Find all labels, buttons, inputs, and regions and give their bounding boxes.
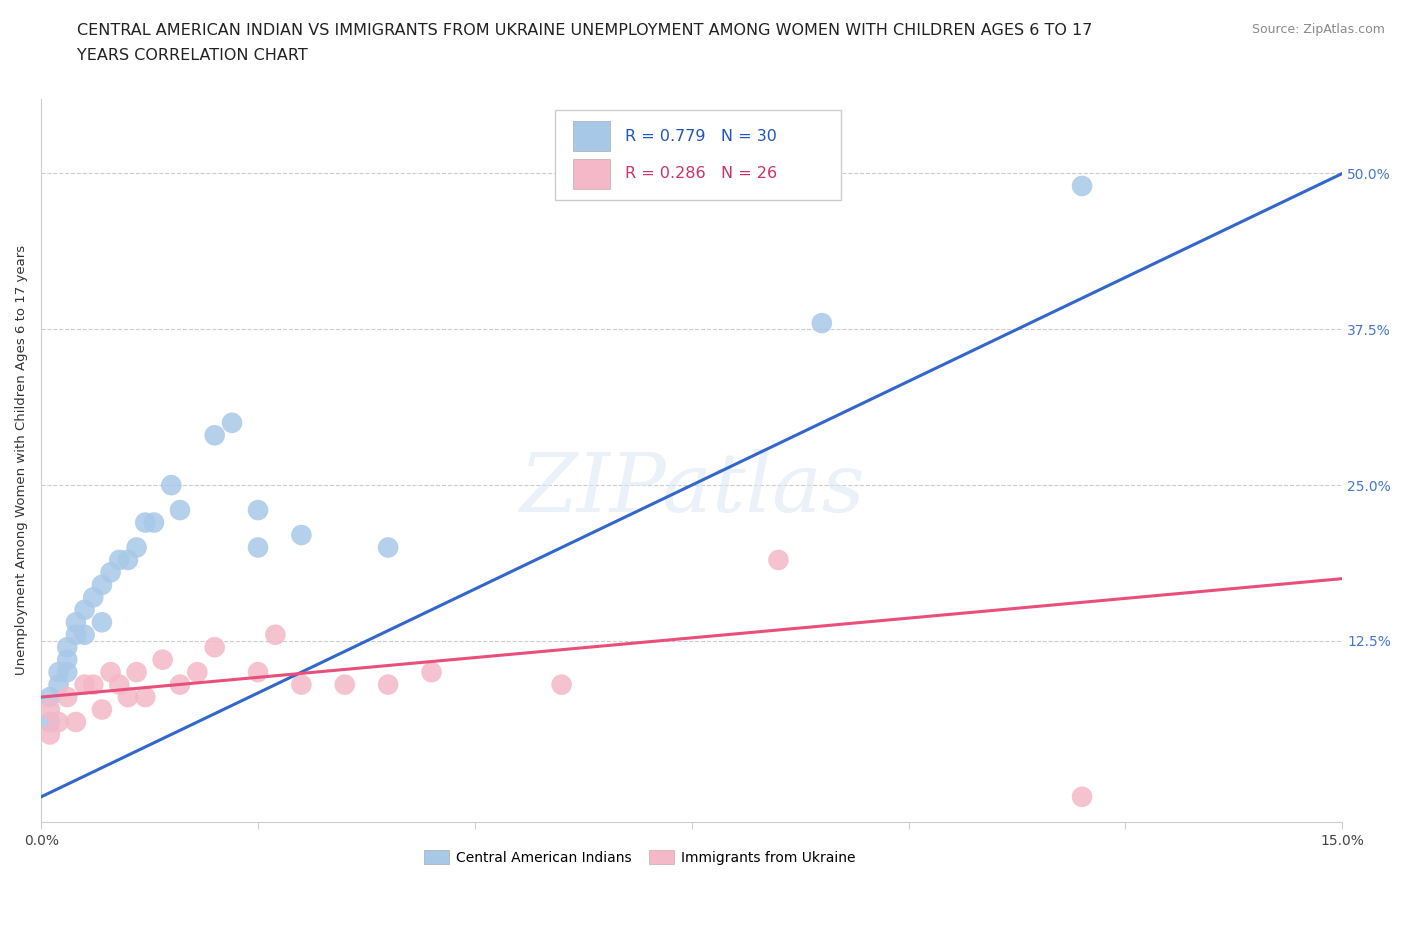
Point: [117, 552, 139, 567]
Point: [247, 540, 270, 555]
Point: [73, 603, 96, 618]
Point: [73, 677, 96, 692]
Point: [142, 515, 165, 530]
Point: [100, 665, 122, 680]
Point: [290, 527, 312, 542]
FancyBboxPatch shape: [574, 121, 610, 152]
Text: R = 0.779   N = 30: R = 0.779 N = 30: [626, 128, 778, 144]
Point: [160, 478, 183, 493]
Point: [125, 665, 148, 680]
FancyBboxPatch shape: [555, 110, 841, 200]
Point: [1071, 179, 1094, 193]
Point: [48, 677, 70, 692]
Text: CENTRAL AMERICAN INDIAN VS IMMIGRANTS FROM UKRAINE UNEMPLOYMENT AMONG WOMEN WITH: CENTRAL AMERICAN INDIAN VS IMMIGRANTS FR…: [77, 23, 1092, 38]
Point: [134, 690, 156, 705]
Point: [1071, 790, 1094, 804]
Point: [290, 677, 312, 692]
Point: [100, 565, 122, 579]
Point: [204, 640, 226, 655]
Point: [56, 665, 79, 680]
Text: R = 0.286   N = 26: R = 0.286 N = 26: [626, 166, 778, 181]
Point: [82, 677, 104, 692]
Point: [768, 552, 790, 567]
Point: [38, 714, 60, 729]
Point: [73, 628, 96, 643]
Text: YEARS CORRELATION CHART: YEARS CORRELATION CHART: [77, 48, 308, 63]
Point: [56, 652, 79, 667]
Point: [377, 677, 399, 692]
Point: [38, 690, 60, 705]
Point: [65, 615, 87, 630]
Point: [247, 502, 270, 517]
Point: [108, 552, 131, 567]
Text: ZIPatlas: ZIPatlas: [519, 449, 865, 529]
Point: [108, 677, 131, 692]
Point: [247, 665, 270, 680]
Y-axis label: Unemployment Among Women with Children Ages 6 to 17 years: Unemployment Among Women with Children A…: [15, 246, 28, 675]
Point: [221, 416, 243, 431]
Point: [550, 677, 572, 692]
Point: [65, 714, 87, 729]
Text: Source: ZipAtlas.com: Source: ZipAtlas.com: [1251, 23, 1385, 36]
Point: [48, 714, 70, 729]
Point: [152, 652, 174, 667]
Point: [117, 690, 139, 705]
Point: [82, 590, 104, 604]
Legend: Central American Indians, Immigrants from Ukraine: Central American Indians, Immigrants fro…: [420, 846, 859, 869]
Point: [56, 690, 79, 705]
Point: [134, 515, 156, 530]
Point: [333, 677, 356, 692]
Point: [90, 578, 112, 592]
Point: [420, 665, 443, 680]
Point: [90, 615, 112, 630]
Point: [169, 502, 191, 517]
Point: [38, 727, 60, 742]
Point: [377, 540, 399, 555]
Point: [38, 702, 60, 717]
Point: [204, 428, 226, 443]
Point: [90, 702, 112, 717]
Point: [125, 540, 148, 555]
Point: [264, 628, 287, 643]
Point: [65, 628, 87, 643]
Point: [811, 315, 834, 330]
Point: [186, 665, 208, 680]
FancyBboxPatch shape: [574, 159, 610, 189]
Point: [169, 677, 191, 692]
Point: [48, 665, 70, 680]
Point: [56, 640, 79, 655]
